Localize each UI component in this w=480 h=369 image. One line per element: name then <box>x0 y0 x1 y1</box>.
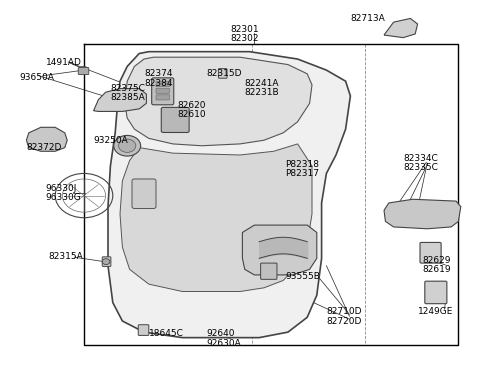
FancyBboxPatch shape <box>102 257 111 266</box>
Text: 82301: 82301 <box>230 25 259 34</box>
FancyBboxPatch shape <box>138 325 149 335</box>
PathPatch shape <box>26 127 67 151</box>
PathPatch shape <box>94 89 146 111</box>
Text: 18645C: 18645C <box>149 330 184 338</box>
Text: 82619: 82619 <box>422 265 451 274</box>
PathPatch shape <box>120 144 312 292</box>
Text: 96330G: 96330G <box>46 193 81 202</box>
Text: 82241A: 82241A <box>245 79 279 87</box>
Circle shape <box>79 66 88 74</box>
Text: 82629: 82629 <box>422 256 451 265</box>
FancyBboxPatch shape <box>218 69 227 78</box>
Text: 82710D: 82710D <box>326 307 362 316</box>
FancyBboxPatch shape <box>161 107 189 132</box>
Text: 82334C: 82334C <box>403 154 438 163</box>
Text: 82231B: 82231B <box>245 88 279 97</box>
Circle shape <box>114 135 141 156</box>
Text: 93555B: 93555B <box>286 272 321 281</box>
Text: P82317: P82317 <box>286 169 320 178</box>
Circle shape <box>119 139 136 152</box>
Text: 82315D: 82315D <box>206 69 242 78</box>
Text: 82375C: 82375C <box>110 84 145 93</box>
Text: 82384: 82384 <box>144 79 172 87</box>
Text: 82713A: 82713A <box>350 14 385 23</box>
FancyBboxPatch shape <box>425 281 447 304</box>
FancyBboxPatch shape <box>156 88 169 93</box>
PathPatch shape <box>108 52 350 338</box>
Text: 93250A: 93250A <box>94 136 128 145</box>
Text: 82385A: 82385A <box>110 93 145 102</box>
Text: 96330J: 96330J <box>46 184 77 193</box>
Text: P82318: P82318 <box>286 160 320 169</box>
Circle shape <box>102 259 110 265</box>
Text: 82335C: 82335C <box>403 163 438 172</box>
Text: 82302: 82302 <box>230 34 259 43</box>
PathPatch shape <box>125 57 312 146</box>
Text: 92640: 92640 <box>206 330 235 338</box>
Text: 1491AD: 1491AD <box>46 58 82 67</box>
Text: 82315A: 82315A <box>48 252 83 261</box>
Text: 82374: 82374 <box>144 69 172 78</box>
Text: 82720D: 82720D <box>326 317 362 325</box>
Text: 82372D: 82372D <box>26 143 62 152</box>
Text: 82610: 82610 <box>178 110 206 119</box>
PathPatch shape <box>384 199 461 229</box>
Text: 93650A: 93650A <box>19 73 54 82</box>
Text: 82620: 82620 <box>178 101 206 110</box>
Text: 92630A: 92630A <box>206 339 241 348</box>
PathPatch shape <box>242 225 317 275</box>
FancyBboxPatch shape <box>152 78 174 105</box>
FancyBboxPatch shape <box>261 263 277 279</box>
FancyBboxPatch shape <box>156 82 169 87</box>
FancyBboxPatch shape <box>420 242 441 263</box>
Text: 1249GE: 1249GE <box>418 307 453 316</box>
PathPatch shape <box>384 18 418 38</box>
FancyBboxPatch shape <box>156 95 169 100</box>
FancyBboxPatch shape <box>78 68 89 75</box>
FancyBboxPatch shape <box>132 179 156 208</box>
